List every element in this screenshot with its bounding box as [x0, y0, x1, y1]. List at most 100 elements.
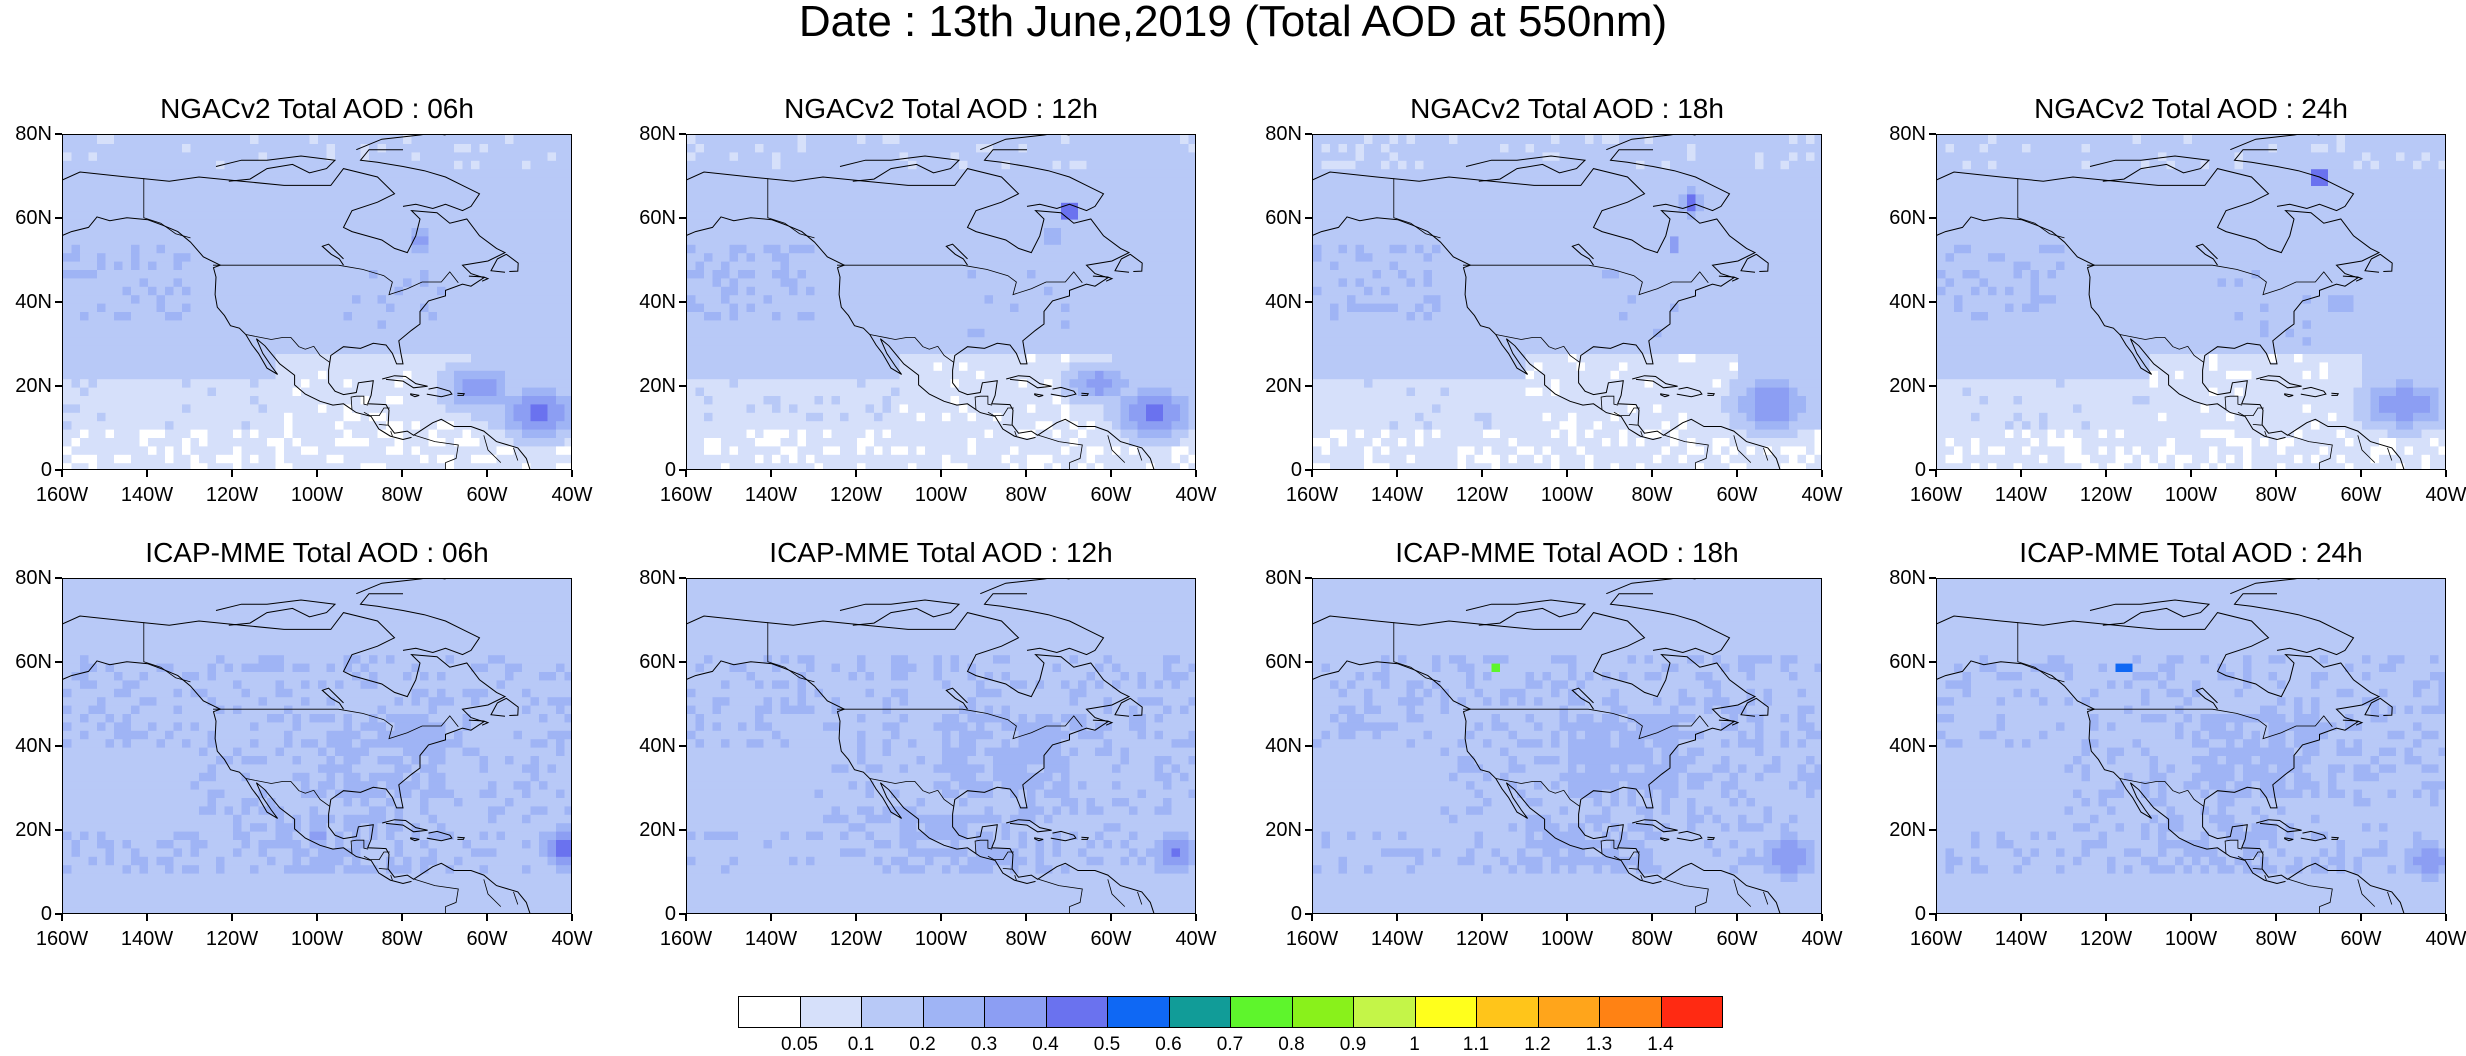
lat-tick-mark — [679, 577, 686, 579]
lat-tick-label: 20N — [1889, 375, 1926, 397]
lon-tick-label: 80W — [2255, 484, 2297, 506]
country-borders — [767, 622, 1143, 913]
lon-tick-mark — [316, 914, 318, 921]
lat-tick-label: 40N — [1265, 291, 1302, 313]
lat-tick-label: 40N — [639, 291, 676, 313]
lat-tick-mark — [1305, 469, 1312, 471]
lon-tick-mark — [1311, 470, 1313, 477]
lon-tick-mark — [2275, 470, 2277, 477]
lon-tick-mark — [571, 470, 573, 477]
lon-tick-mark — [940, 470, 942, 477]
aod-field — [1937, 135, 2445, 469]
coastline — [1313, 579, 1781, 913]
panel-title: ICAP-MME Total AOD : 12h — [769, 537, 1113, 568]
lon-tick-label: 120W — [205, 484, 259, 506]
country-borders — [143, 178, 519, 469]
lon-tick-mark — [2105, 914, 2107, 921]
aod-map-panel — [1936, 578, 2446, 914]
lon-tick-label: 160W — [1285, 484, 1339, 506]
lon-tick-mark — [486, 914, 488, 921]
aod-field — [63, 579, 571, 913]
colorbar-label: 0.3 — [970, 1034, 998, 1055]
lat-tick-mark — [1929, 829, 1936, 831]
lat-tick-mark — [679, 661, 686, 663]
colorbar-label: 0.05 — [781, 1034, 818, 1055]
lat-tick-label: 60N — [15, 207, 52, 229]
lon-tick-label: 80W — [381, 928, 423, 950]
lon-tick-label: 80W — [1005, 928, 1047, 950]
colorbar-swatch — [1168, 996, 1231, 1028]
lon-tick-mark — [401, 470, 403, 477]
lon-tick-mark — [486, 470, 488, 477]
lon-tick-label: 60W — [1716, 484, 1758, 506]
lat-tick-label: 0 — [40, 459, 52, 481]
panel-title: NGACv2 Total AOD : 18h — [1410, 93, 1724, 124]
lat-tick-label: 0 — [1914, 903, 1926, 925]
lat-tick-label: 60N — [1889, 651, 1926, 673]
lon-tick-mark — [1311, 914, 1313, 921]
lat-tick-label: 60N — [15, 651, 52, 673]
lon-tick-label: 140W — [1370, 484, 1424, 506]
panel-title: NGACv2 Total AOD : 24h — [2034, 93, 2348, 124]
lat-tick-mark — [1929, 217, 1936, 219]
colorbar-label: 1.2 — [1524, 1034, 1551, 1055]
lat-tick-label: 20N — [639, 375, 676, 397]
lon-tick-mark — [1736, 470, 1738, 477]
lon-tick-label: 60W — [466, 484, 508, 506]
lon-tick-label: 120W — [2079, 928, 2133, 950]
lon-tick-mark — [2445, 914, 2447, 921]
lon-tick-mark — [1821, 470, 1823, 477]
lat-tick-label: 20N — [15, 819, 52, 841]
lon-tick-mark — [1821, 914, 1823, 921]
lat-tick-mark — [1929, 469, 1936, 471]
panel-title: NGACv2 Total AOD : 12h — [784, 93, 1098, 124]
lon-tick-label: 40W — [1175, 484, 1217, 506]
lat-tick-label: 60N — [1265, 207, 1302, 229]
lon-tick-label: 140W — [120, 928, 174, 950]
lat-tick-mark — [679, 829, 686, 831]
lon-tick-label: 160W — [1909, 928, 1963, 950]
lon-tick-label: 140W — [1370, 928, 1424, 950]
colorbar-label: 0.5 — [1093, 1034, 1121, 1055]
lon-tick-label: 160W — [659, 928, 713, 950]
lon-tick-mark — [1935, 470, 1937, 477]
lat-tick-label: 80N — [639, 567, 676, 589]
lon-tick-label: 100W — [914, 928, 968, 950]
lat-tick-mark — [679, 913, 686, 915]
lat-tick-label: 60N — [1889, 207, 1926, 229]
lon-tick-mark — [316, 470, 318, 477]
coastline — [687, 579, 1155, 913]
aod-field — [687, 135, 1195, 469]
lat-tick-mark — [1929, 577, 1936, 579]
lat-tick-label: 80N — [1265, 123, 1302, 145]
lon-tick-mark — [2020, 914, 2022, 921]
lon-tick-label: 100W — [2164, 928, 2218, 950]
lon-tick-mark — [1651, 914, 1653, 921]
lon-tick-label: 120W — [205, 928, 259, 950]
coastline — [63, 135, 531, 469]
lon-tick-label: 160W — [1909, 484, 1963, 506]
colorbar-label: 1.1 — [1462, 1034, 1490, 1055]
lat-tick-label: 80N — [1889, 567, 1926, 589]
lat-tick-mark — [1305, 385, 1312, 387]
country-borders — [1393, 622, 1769, 913]
lon-tick-mark — [2360, 914, 2362, 921]
lon-tick-label: 80W — [1005, 484, 1047, 506]
lat-tick-mark — [55, 301, 62, 303]
lat-tick-mark — [55, 217, 62, 219]
colorbar-label: 0.9 — [1339, 1034, 1367, 1055]
lat-tick-mark — [679, 385, 686, 387]
lat-tick-label: 0 — [1914, 459, 1926, 481]
colorbar-swatch — [984, 996, 1047, 1028]
lon-tick-label: 160W — [35, 928, 89, 950]
coastline — [1937, 135, 2405, 469]
lat-tick-mark — [1305, 661, 1312, 663]
colorbar-swatch — [1107, 996, 1170, 1028]
coastline — [63, 579, 531, 913]
lon-tick-mark — [1566, 470, 1568, 477]
coastline — [687, 135, 1155, 469]
lon-tick-mark — [2360, 470, 2362, 477]
colorbar-swatch — [1599, 996, 1662, 1028]
lon-tick-mark — [1651, 470, 1653, 477]
lon-tick-mark — [146, 914, 148, 921]
